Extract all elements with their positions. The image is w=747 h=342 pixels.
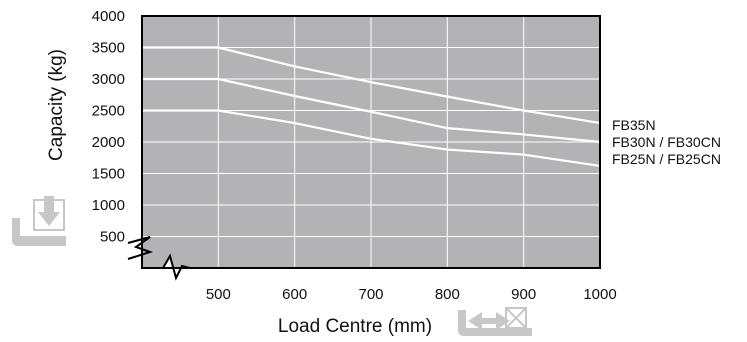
y-tick-3500: 3500 — [92, 40, 125, 57]
y-tick-3000: 3000 — [92, 71, 125, 88]
x-tick-800: 800 — [435, 286, 460, 303]
x-tick-1000: 1000 — [583, 286, 616, 303]
series-label-2: FB25N / FB25CN — [612, 151, 721, 167]
y-tick-2500: 2500 — [92, 103, 125, 120]
series-line-1 — [142, 77, 601, 144]
load-centre-icon — [458, 307, 532, 336]
lift-capacity-icon — [12, 196, 66, 246]
y-tick-2000: 2000 — [92, 134, 125, 151]
y-tick-4000: 4000 — [92, 8, 125, 25]
x-tick-500: 500 — [206, 286, 231, 303]
y-tick-1500: 1500 — [92, 166, 125, 183]
x-tick-600: 600 — [282, 286, 307, 303]
y-tick-1000: 1000 — [92, 197, 125, 214]
x-tick-900: 900 — [511, 286, 536, 303]
series-label-1: FB30N / FB30CN — [612, 134, 721, 150]
grid-lines — [142, 16, 600, 268]
series-label-0: FB35N — [612, 117, 656, 133]
series-line-2 — [142, 109, 601, 168]
series-lines — [142, 46, 601, 168]
series-line-0 — [142, 46, 601, 125]
y-axis-title: Capacity (kg) — [46, 49, 67, 161]
x-tick-labels: 500 600 700 800 900 1000 — [206, 286, 617, 303]
y-tick-500: 500 — [100, 229, 125, 246]
x-axis-title: Load Centre (mm) — [278, 316, 432, 337]
x-tick-700: 700 — [358, 286, 383, 303]
plot-frame — [141, 15, 601, 269]
y-tick-labels: 500 1000 1500 2000 2500 3000 3500 4000 — [92, 8, 125, 246]
